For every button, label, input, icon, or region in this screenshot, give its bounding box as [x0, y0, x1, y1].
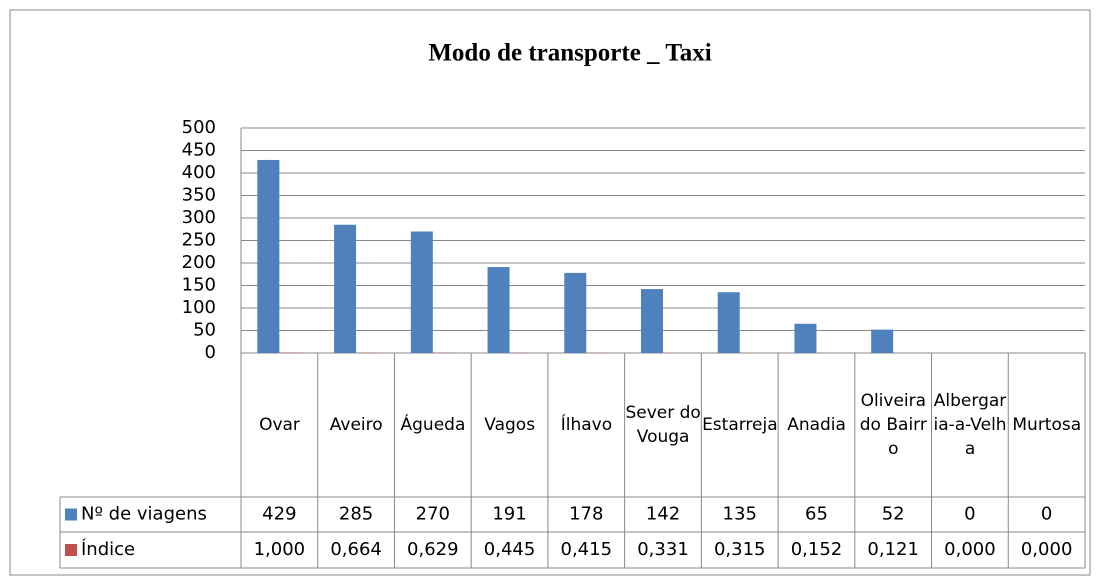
x-tick-label-box: Águeda: [400, 415, 466, 435]
x-tick-label: Oliveira do Bairro: [859, 391, 927, 459]
bar: [410, 231, 433, 353]
x-tick-label-box: Anadia: [787, 415, 846, 435]
data-table-value: 1,000: [254, 539, 306, 560]
x-tick-label-box: Ovar: [259, 415, 300, 435]
x-tick-label-box: Oliveira do Bairro: [859, 391, 927, 459]
data-table-value: 191: [492, 504, 526, 525]
legend-key: [65, 544, 77, 556]
x-tick-label: Vagos: [484, 415, 536, 435]
data-table-value: 0,445: [484, 539, 536, 560]
data-table-value: 0,315: [714, 539, 766, 560]
legend-label: Índice: [81, 538, 135, 560]
data-table-value: 285: [339, 504, 373, 525]
x-tick-label-box: Aveiro: [329, 415, 383, 435]
y-tick-label: 200: [182, 252, 216, 273]
data-table-value: 270: [416, 504, 450, 525]
data-table-value: 0,000: [1021, 539, 1073, 560]
bar: [334, 224, 357, 353]
bar: [717, 292, 740, 353]
y-tick-label: 100: [182, 297, 216, 318]
x-tick-label: Ovar: [259, 415, 300, 435]
data-table-value: 135: [723, 504, 757, 525]
data-table-value: 178: [569, 504, 603, 525]
data-table-value: 142: [646, 504, 680, 525]
x-tick-label: Ílhavo: [560, 415, 613, 435]
x-tick-label: Sever do Vouga: [625, 403, 701, 447]
y-tick-label: 350: [182, 185, 216, 206]
chart-title: Modo de transporte _ Taxi: [428, 40, 711, 67]
data-table-value: 0: [1041, 504, 1052, 525]
data-table-value: 52: [882, 504, 905, 525]
x-tick-label: Estarreja: [702, 415, 778, 435]
data-table-value: 0,152: [791, 539, 843, 560]
y-tick-label: 450: [182, 140, 216, 161]
bar: [641, 289, 663, 353]
x-tick-label-box: Albergaria-a-Velha: [933, 391, 1007, 459]
legend-key: [65, 508, 77, 521]
bar: [794, 323, 817, 353]
data-table-value: 65: [805, 504, 828, 525]
x-tick-label-box: Sever do Vouga: [625, 403, 701, 447]
data-table-value: 0,331: [637, 539, 689, 560]
data-table-value: 0: [964, 504, 975, 525]
x-tick-label-box: Vagos: [484, 415, 536, 435]
y-tick-label: 50: [193, 320, 216, 341]
y-tick-label: 250: [182, 230, 216, 251]
x-tick-label: Murtosa: [1012, 415, 1082, 435]
data-table-value: 0,415: [561, 539, 613, 560]
y-tick-label: 0: [205, 342, 216, 363]
x-tick-label: Albergaria-a-Velha: [933, 391, 1007, 459]
legend-label: Nº de viagens: [81, 504, 207, 525]
y-tick-label: 150: [182, 275, 216, 296]
x-tick-label-box: Estarreja: [702, 415, 778, 435]
x-tick-label: Anadia: [787, 415, 846, 435]
x-tick-label-box: Ílhavo: [560, 415, 613, 435]
x-tick-label-box: Murtosa: [1012, 415, 1082, 435]
bar: [564, 272, 587, 353]
x-tick-label: Águeda: [400, 415, 466, 435]
bar: [871, 329, 894, 353]
data-table-value: 429: [262, 504, 296, 525]
y-tick-label: 500: [182, 117, 216, 138]
y-tick-label: 400: [182, 162, 216, 183]
data-table-value: 0,121: [867, 539, 919, 560]
data-table-value: 0,664: [330, 539, 382, 560]
chart-border: [9, 9, 1091, 576]
x-tick-label: Aveiro: [329, 415, 383, 435]
data-table-value: 0,000: [944, 539, 996, 560]
bar: [257, 159, 280, 353]
bar: [487, 267, 510, 353]
y-tick-label: 300: [182, 207, 216, 228]
data-table-value: 0,629: [407, 539, 459, 560]
